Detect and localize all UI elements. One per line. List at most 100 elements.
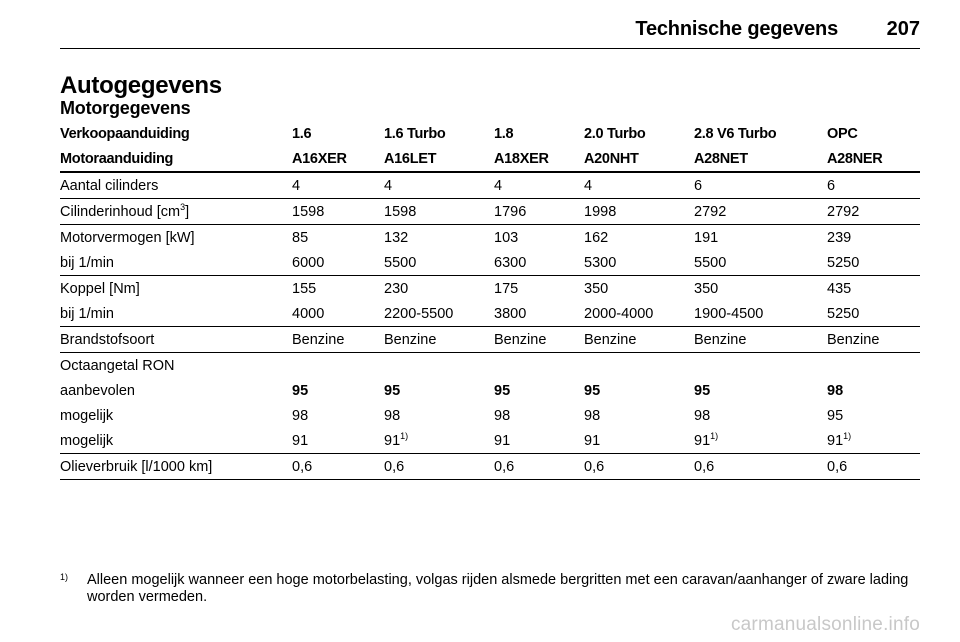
table-header-sales-name: Verkoopaanduiding 1.6 1.6 Turbo 1.8 2.0 … [60,121,920,146]
table-cell: 5500 [694,250,827,276]
table-cell: 3800 [494,301,584,327]
table-cell: Olieverbruik [l/1000 km] [60,453,292,480]
table-cell: 911) [827,428,920,454]
table-cell: Octaangetal RON [60,357,175,374]
cell-value: 91 [584,432,601,449]
sub-title: Motorgegevens [60,98,191,118]
table-cell [384,353,494,379]
table-cell: 85 [292,229,309,246]
table-cell: 5500 [384,250,494,276]
table-cell: A18XER [494,146,584,173]
table-cell: A28NER [827,146,920,173]
table-cell: 2200-5500 [384,301,494,327]
table-cell: 98 [494,407,511,424]
table-cell: bij 1/min [60,250,292,276]
table-cell: 1598 [292,198,384,225]
engine-data-table: Verkoopaanduiding 1.6 1.6 Turbo 1.8 2.0 … [60,121,920,480]
table-cell: mogelijk [60,428,292,454]
table-cell: 95 [827,407,844,424]
cell-value: 91 [694,432,711,449]
table-cell: Benzine [827,326,920,353]
table-cell: aanbevolen [60,382,135,399]
cell-value: 91 [384,432,401,449]
table-cell: 4 [292,172,384,199]
table-cell: 5250 [827,301,920,327]
table-cell: 350 [584,280,609,297]
page-header: Technische gegevens 207 [60,14,920,49]
table-cell: Aantal cilinders [60,172,292,199]
table-cell: 4000 [292,301,384,327]
displacement-label-end: ] [185,203,190,220]
table-cell: 103 [494,229,519,246]
table-row-octane-possible-2: mogelijk 91 911) 91 91 911) 911) [60,428,920,454]
table-cell: Motoraanduiding [60,146,292,173]
table-cell: 95 [494,382,511,399]
footnote-ref: 1) [710,430,719,441]
table-cell [694,353,827,379]
table-cell: A20NHT [584,146,694,173]
table-cell: 2.0 Turbo [584,125,646,142]
table-row-power: Motorvermogen [kW] 85 132 103 162 191 23… [60,225,920,251]
table-cell: 1796 [494,198,584,225]
table-cell: 0,6 [494,453,584,480]
displacement-label: Cilinderinhoud [cm [60,203,181,220]
table-cell: 6300 [494,250,584,276]
table-cell: 230 [384,280,409,297]
table-row-octane-recommended: aanbevolen 95 95 95 95 95 98 [60,378,920,403]
table-cell: 911) [694,428,827,454]
table-cell: 911) [384,428,494,454]
table-cell: A28NET [694,146,827,173]
table-cell: 98 [584,407,601,424]
table-cell [494,353,584,379]
cell-value: 91 [827,432,844,449]
table-cell: Koppel [Nm] [60,280,140,297]
table-cell: 1998 [584,198,694,225]
table-cell: Benzine [292,326,384,353]
table-cell: OPC [827,125,858,142]
table-cell: 0,6 [584,453,694,480]
table-row-oil-consumption: Olieverbruik [l/1000 km] 0,6 0,6 0,6 0,6… [60,453,920,480]
table-row-displacement: Cilinderinhoud [cm3] 1598 1598 1796 1998… [60,198,920,225]
footnote-text: Alleen mogelijk wanneer een hoge motorbe… [87,572,909,605]
table-cell: 132 [384,229,409,246]
table-cell: Benzine [584,326,694,353]
page-number: 207 [886,18,920,40]
table-cell: 239 [827,229,852,246]
table-row-cylinders: Aantal cilinders 4 4 4 4 6 6 [60,172,920,199]
table-row-torque-rpm: bij 1/min 4000 2200-5500 3800 2000-4000 … [60,301,920,327]
table-header-engine-code: Motoraanduiding A16XER A16LET A18XER A20… [60,146,920,173]
table-cell: Cilinderinhoud [cm3] [60,198,292,225]
table-cell: 6 [827,172,920,199]
table-cell: 0,6 [827,453,920,480]
table-cell: 5250 [827,250,920,276]
displacement-label-sup: 3 [180,201,186,212]
table-cell: 435 [827,280,852,297]
table-cell: 1.6 [292,125,312,142]
table-cell: 2.8 V6 Turbo [694,125,777,142]
header-title: Technische gegevens [635,18,838,40]
table-cell [584,353,694,379]
table-cell: 1.8 [494,125,514,142]
table-cell: mogelijk [60,407,114,424]
table-cell: Benzine [384,326,494,353]
table-cell: 155 [292,280,317,297]
cell-value: 91 [494,432,511,449]
table-cell: 95 [694,382,711,399]
table-cell: 2792 [827,198,920,225]
table-cell: 5300 [584,250,694,276]
table-cell: 175 [494,280,519,297]
table-cell: 4 [494,172,584,199]
table-cell: 91 [292,428,384,454]
table-cell: A16LET [384,146,494,173]
table-cell: 6000 [292,250,384,276]
footnote-marker: 1) [60,572,69,582]
table-cell: 4 [384,172,494,199]
table-cell: 350 [694,280,719,297]
footnote-ref: 1) [843,430,852,441]
table-cell: 98 [694,407,711,424]
table-cell: 91 [494,428,584,454]
table-cell: 1.6 Turbo [384,125,446,142]
table-cell: 2792 [694,198,827,225]
table-row-torque: Koppel [Nm] 155 230 175 350 350 435 [60,276,920,302]
table-cell [827,353,920,379]
